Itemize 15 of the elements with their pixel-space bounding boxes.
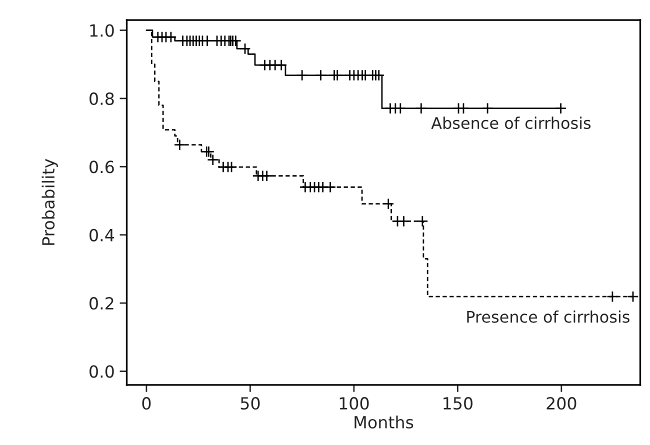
y-tick-label: 1.0: [90, 24, 114, 37]
x-tick-label: 200: [546, 397, 576, 410]
series-label: Absence of cirrhosis: [431, 116, 591, 130]
y-tick-label: 0.0: [90, 365, 114, 378]
y-tick-label: 0.2: [90, 297, 114, 310]
y-axis-title: Probability: [42, 158, 58, 245]
x-tick-label: 150: [444, 397, 472, 410]
x-tick-label: 50: [240, 397, 260, 410]
y-tick-label: 0.8: [90, 92, 114, 106]
x-tick-label: 100: [340, 397, 369, 410]
y-tick-label: 0.6: [90, 160, 114, 174]
x-axis-title: Months: [354, 416, 414, 429]
x-tick-label: 0: [142, 397, 151, 410]
y-tick-label: 0.4: [90, 228, 114, 242]
series-label: Presence of cirrhosis: [467, 310, 630, 323]
